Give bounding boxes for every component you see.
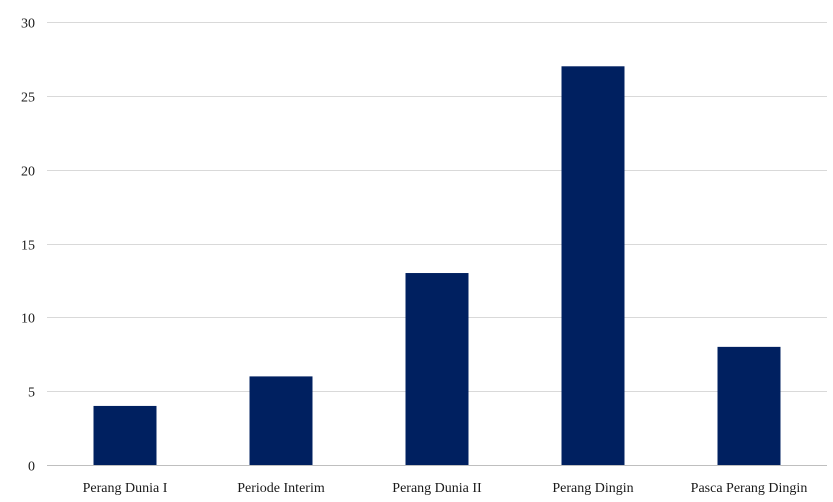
x-tick-label: Perang Dingin bbox=[552, 481, 633, 496]
y-tick-label: 0 bbox=[28, 460, 35, 475]
y-tick-label: 5 bbox=[28, 386, 35, 401]
x-tick-label: Pasca Perang Dingin bbox=[691, 481, 808, 496]
bar bbox=[717, 346, 781, 465]
bar bbox=[405, 273, 469, 465]
y-tick-label: 30 bbox=[21, 17, 35, 32]
bars bbox=[93, 66, 781, 466]
bar bbox=[561, 66, 625, 466]
x-tick-label: Perang Dunia I bbox=[83, 481, 168, 496]
y-axis-tick-labels: 0 5 10 15 20 25 30 bbox=[21, 17, 35, 475]
bar bbox=[93, 405, 157, 465]
y-tick-label: 15 bbox=[21, 239, 35, 254]
y-tick-label: 20 bbox=[21, 165, 35, 180]
x-tick-label: Perang Dunia II bbox=[392, 481, 482, 496]
y-tick-label: 10 bbox=[21, 312, 35, 327]
x-tick-label: Periode Interim bbox=[237, 481, 325, 496]
x-axis-tick-labels: Perang Dunia I Periode Interim Perang Duni… bbox=[83, 481, 808, 496]
grid-lines bbox=[47, 22, 827, 392]
y-tick-label: 25 bbox=[21, 91, 35, 106]
bar bbox=[249, 376, 313, 465]
